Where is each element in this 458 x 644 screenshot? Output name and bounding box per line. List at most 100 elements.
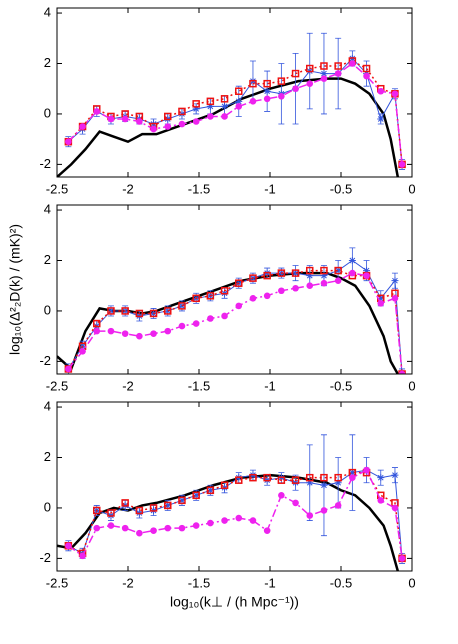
y-tick-label: 0 — [44, 302, 51, 317]
circle-marker — [79, 123, 86, 130]
circle-marker — [391, 90, 399, 98]
star-marker — [320, 70, 328, 78]
circle-marker — [377, 87, 385, 95]
square-marker — [235, 87, 243, 95]
x-tick-label: -2.5 — [46, 181, 68, 196]
circle-marker — [278, 92, 285, 100]
square-marker — [220, 287, 229, 295]
y-tick-label: 4 — [44, 4, 51, 19]
y-tick-label: -2 — [39, 156, 51, 171]
circle-marker — [349, 474, 356, 481]
x-tick-label: -1.5 — [188, 378, 210, 393]
circle-marker — [121, 330, 129, 337]
circle-marker — [334, 277, 342, 284]
square-marker — [192, 491, 200, 500]
star-marker — [306, 479, 314, 487]
y-tick-label: -2 — [39, 550, 51, 565]
x-tick-label: -1.5 — [188, 575, 210, 590]
star-marker — [178, 496, 186, 504]
x-tick-label: -1 — [264, 378, 276, 393]
square-marker — [149, 309, 158, 318]
square-marker — [320, 62, 328, 70]
square-marker — [206, 97, 215, 106]
circle-marker — [178, 322, 186, 330]
y-tick-label: 2 — [44, 252, 51, 267]
square-marker — [277, 77, 286, 85]
x-tick-label: -1 — [264, 575, 276, 590]
circle-marker — [178, 524, 186, 532]
square-marker — [178, 302, 186, 310]
star-marker — [377, 294, 385, 302]
square-marker — [334, 473, 342, 482]
circle-marker — [79, 552, 86, 560]
circle-marker — [398, 555, 406, 562]
series-line — [57, 77, 400, 177]
y-tick-label: 4 — [44, 201, 51, 216]
square-marker — [277, 269, 286, 277]
x-tick-label: -2.5 — [46, 575, 68, 590]
series-line — [67, 269, 403, 374]
star-marker — [263, 87, 271, 95]
square-marker — [93, 319, 101, 328]
circle-marker — [136, 529, 143, 537]
circle-marker — [150, 527, 157, 534]
circle-marker — [235, 103, 243, 110]
x-tick-label: -1.5 — [188, 181, 210, 196]
plot-area — [57, 434, 406, 571]
square-marker — [206, 486, 215, 495]
circle-marker — [65, 365, 72, 373]
series-line — [67, 60, 403, 165]
star-marker — [178, 302, 186, 310]
circle-marker — [93, 108, 101, 115]
x-tick-label: -0.5 — [330, 181, 352, 196]
circle-marker — [107, 115, 115, 123]
series-line — [57, 473, 400, 571]
axes-box — [56, 204, 413, 375]
circle-marker — [136, 118, 143, 125]
square-marker — [220, 95, 229, 103]
square-marker — [291, 69, 300, 78]
circle-marker — [306, 80, 314, 87]
star-marker — [334, 267, 342, 275]
square-marker — [149, 504, 158, 512]
circle-marker — [363, 272, 370, 279]
circle-marker — [292, 499, 299, 507]
circle-marker — [164, 123, 172, 130]
circle-marker — [334, 502, 342, 509]
series-line — [67, 62, 403, 165]
circle-marker — [207, 315, 214, 322]
circle-marker — [391, 295, 399, 302]
square-marker — [306, 473, 314, 482]
square-marker — [206, 292, 215, 300]
circle-marker — [377, 300, 385, 307]
square-marker — [192, 100, 200, 108]
plot-area — [57, 32, 406, 177]
y-axis-label: log₁₀(Δ²₂D(k) / (mK)²) — [7, 224, 23, 355]
y-tick-label: 0 — [44, 105, 51, 120]
star-marker — [221, 102, 229, 110]
star-marker — [377, 474, 385, 482]
circle-marker — [306, 512, 314, 519]
circle-marker — [192, 320, 200, 327]
star-marker — [192, 491, 200, 499]
star-marker — [334, 479, 342, 487]
circle-marker — [263, 95, 271, 103]
circle-marker — [363, 72, 370, 80]
circle-marker — [107, 522, 115, 529]
circle-marker — [320, 279, 328, 287]
x-tick-label: -2 — [122, 181, 134, 196]
circle-marker — [150, 330, 157, 337]
circle-marker — [391, 504, 399, 512]
circle-marker — [349, 269, 356, 277]
y-tick-label: 2 — [44, 449, 51, 464]
square-marker — [334, 62, 342, 70]
circle-marker — [398, 370, 406, 374]
circle-marker — [306, 282, 314, 290]
circle-marker — [65, 138, 72, 145]
y-tick-label: 0 — [44, 499, 51, 514]
star-marker — [235, 97, 243, 105]
x-tick-label: -1 — [264, 181, 276, 196]
circle-marker — [164, 327, 172, 335]
circle-marker — [207, 113, 214, 120]
